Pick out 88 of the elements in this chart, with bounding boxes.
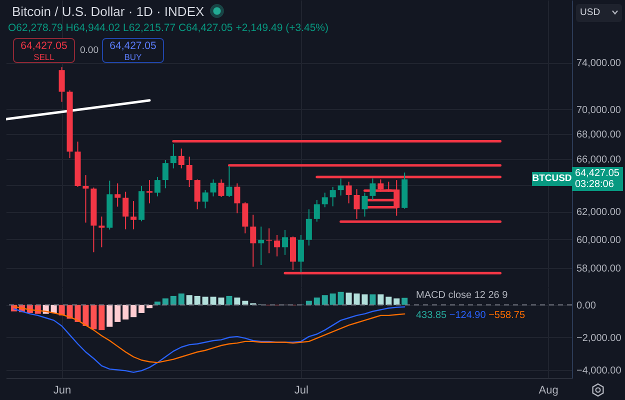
candlestick [258, 226, 264, 266]
y-tick-label: 74,000.00 [576, 58, 622, 70]
candlestick [322, 192, 328, 208]
candlestick [130, 200, 137, 230]
candlestick [242, 202, 248, 234]
candlestick [346, 181, 352, 204]
bar [90, 304, 97, 330]
candlestick [218, 178, 224, 198]
x-tick-label: Aug [538, 384, 558, 396]
candlestick [98, 216, 105, 248]
bar [402, 298, 408, 305]
y-tick-label: −4,000.00 [576, 365, 622, 376]
y-tick-label: 62,000.00 [576, 207, 622, 218]
bar [178, 294, 184, 305]
candlestick [154, 176, 160, 197]
candlestick [194, 178, 200, 210]
currency-button: USD [576, 4, 622, 22]
bar [338, 292, 344, 305]
bar [82, 304, 89, 326]
annotation: 0.00 [80, 45, 98, 56]
candlestick [210, 178, 216, 197]
bar [106, 304, 113, 327]
candlestick [202, 190, 208, 209]
candlestick [162, 160, 168, 189]
annotation: 64,427.05 [20, 40, 68, 52]
candlestick [250, 214, 256, 268]
candlestick [314, 199, 320, 222]
chart-title: MACD close 12 26 9 [416, 290, 508, 301]
candlestick [226, 166, 232, 198]
bar [122, 304, 129, 320]
sell-button: 64,427.05 SELL [13, 38, 75, 63]
candlestick [362, 192, 368, 218]
candlestick [170, 144, 176, 169]
bar [162, 298, 168, 305]
annotation: 433.85 [416, 310, 447, 321]
bar [346, 292, 352, 305]
candlestick [234, 182, 240, 214]
bar [114, 304, 121, 322]
annotation: SELL [32, 52, 56, 62]
candlestick [298, 234, 304, 273]
annotation: 64,427.05 [108, 40, 158, 52]
x-tick-label: Jun [53, 384, 72, 396]
bar [98, 304, 105, 330]
candlestick [178, 148, 184, 169]
candlestick [306, 208, 312, 246]
candlestick [186, 156, 192, 188]
bar [378, 294, 384, 305]
annotation: −558.75 [488, 310, 526, 321]
candlestick [330, 186, 336, 207]
y-tick-label: 58,000.00 [576, 263, 622, 274]
candlestick [370, 178, 376, 200]
candlestick [122, 191, 129, 230]
y-tick-label: 0.00 [576, 300, 596, 312]
bar [186, 295, 192, 305]
annotation: BUY [123, 52, 143, 62]
bar [170, 296, 176, 305]
bar [154, 302, 160, 305]
symbol-label: BTCUSD [532, 172, 572, 186]
bar [386, 296, 392, 305]
bar [394, 298, 400, 305]
chart-title: Bitcoin / U.S. Dollar · 1D · INDEX [12, 4, 206, 19]
candlestick [114, 182, 121, 208]
candlestick [146, 180, 152, 204]
text: O62,278.79 H64,944.02 L62,215.77 C64,427.05 +2,149.49 (+3.45%) [8, 22, 329, 34]
buy-button: 64,427.05 BUY [102, 38, 164, 63]
y-tick-label: 70,000.00 [576, 104, 622, 116]
y-tick-label: 66,000.00 [576, 154, 622, 166]
bar [234, 298, 240, 305]
bar [138, 304, 145, 313]
candlestick [282, 229, 288, 256]
bar [130, 304, 137, 318]
bar [330, 294, 336, 305]
candlestick [82, 174, 89, 224]
y-tick-label: 68,000.00 [576, 129, 622, 140]
y-tick-label: −2,000.00 [576, 332, 622, 344]
bar [314, 298, 320, 305]
y-tick-label: 60,000.00 [576, 234, 622, 246]
bar [322, 295, 328, 305]
bar [370, 294, 376, 305]
annotation: −124.90 [449, 310, 486, 321]
bar [194, 296, 200, 305]
candlestick [274, 234, 280, 257]
bar [202, 296, 208, 305]
candlestick [338, 178, 344, 196]
bar [226, 296, 232, 305]
candlestick [58, 66, 65, 102]
price-label: 64,427.05 03:28:06 [572, 167, 623, 192]
x-tick-label: Jul [294, 384, 308, 396]
